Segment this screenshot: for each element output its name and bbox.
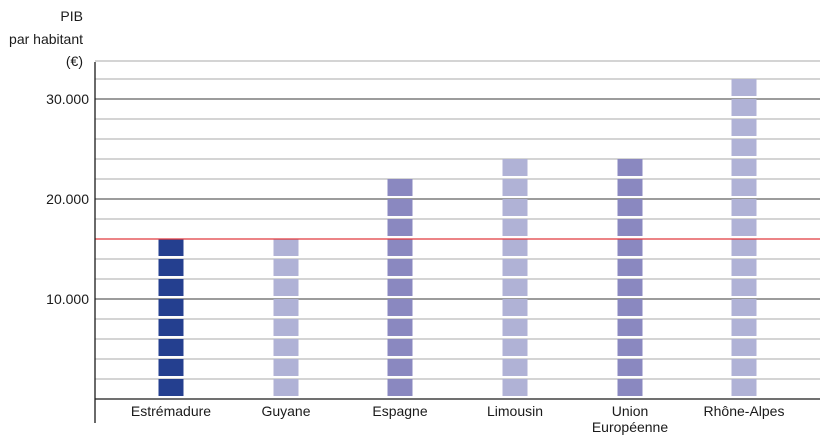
bar-segment [158,239,184,256]
bar-segment [617,379,643,396]
bar-segment [158,279,184,296]
bar-segment [387,299,413,316]
y-axis-title-line-1: PIB [60,8,83,24]
bar-segment [731,359,757,376]
x-tick-label: Européenne [592,419,669,435]
bar-segment [502,159,528,176]
bar-segment [502,279,528,296]
y-axis-title-line-3: (€) [66,53,83,69]
bar-segment [731,159,757,176]
bars [158,79,757,396]
bar-segment [731,319,757,336]
x-tick-label: Union [612,403,649,419]
bar-segment [273,379,299,396]
x-tick-labels: Estrémadure Guyane Espagne Limousin UnionEur… [131,403,785,435]
bar-segment [617,159,643,176]
bar-segment [387,239,413,256]
bar-segment [158,359,184,376]
bar [731,79,757,396]
bar-segment [731,379,757,396]
x-tick-label: Limousin [487,403,543,419]
x-tick-label: Espagne [372,403,427,419]
bar [387,179,413,396]
bar-segment [387,339,413,356]
bar-segment [617,219,643,236]
bar-segment [158,319,184,336]
bar-segment [273,279,299,296]
bar-segment [617,279,643,296]
bar-segment [273,299,299,316]
bar-segment [617,319,643,336]
bar-segment [387,179,413,196]
bar-segment [502,379,528,396]
bar-segment [502,299,528,316]
x-tick-label: Guyane [261,403,310,419]
bar-segment [731,199,757,216]
bar-segment [387,359,413,376]
bar-segment [158,259,184,276]
bar-segment [387,379,413,396]
bar-segment [158,379,184,396]
bar-segment [731,79,757,96]
bar-segment [731,339,757,356]
bar-segment [502,179,528,196]
bar-segment [387,199,413,216]
bar-segment [502,339,528,356]
bar-segment [273,359,299,376]
x-tick-label: Estrémadure [131,403,211,419]
bar-segment [387,319,413,336]
bar-segment [502,219,528,236]
bar-segment [387,279,413,296]
bar-segment [617,239,643,256]
bar-segment [158,339,184,356]
bar-segment [731,99,757,116]
bar-segment [387,259,413,276]
bar [273,239,299,396]
bar [158,239,184,396]
bar-segment [617,259,643,276]
y-tick-label: 30.000 [46,91,89,107]
x-tick-label: Rhône-Alpes [704,403,785,419]
bar-segment [273,339,299,356]
bar-segment [502,359,528,376]
bar [617,159,643,396]
bar-segment [502,259,528,276]
bar-segment [387,219,413,236]
bar-segment [617,339,643,356]
bar-segment [273,319,299,336]
bar-segment [158,299,184,316]
bar-segment [273,259,299,276]
y-axis-title-line-2: par habitant [9,31,83,47]
bar-segment [273,239,299,256]
y-tick-labels: 10.000 20.000 30.000 [46,91,89,307]
bar-segment [502,199,528,216]
grid-lines [95,60,820,380]
bar [502,159,528,396]
y-tick-label: 10.000 [46,291,89,307]
bar-segment [502,239,528,256]
y-tick-label: 20.000 [46,191,89,207]
bar-segment [617,359,643,376]
bar-segment [617,179,643,196]
bar-segment [731,119,757,136]
bar-segment [731,239,757,256]
bar-segment [731,219,757,236]
bar-segment [617,199,643,216]
bar-segment [731,299,757,316]
bar-segment [617,299,643,316]
bar-segment [731,179,757,196]
bar-segment [731,139,757,156]
bar-segment [731,279,757,296]
bar-segment [731,259,757,276]
bar-segment [502,319,528,336]
